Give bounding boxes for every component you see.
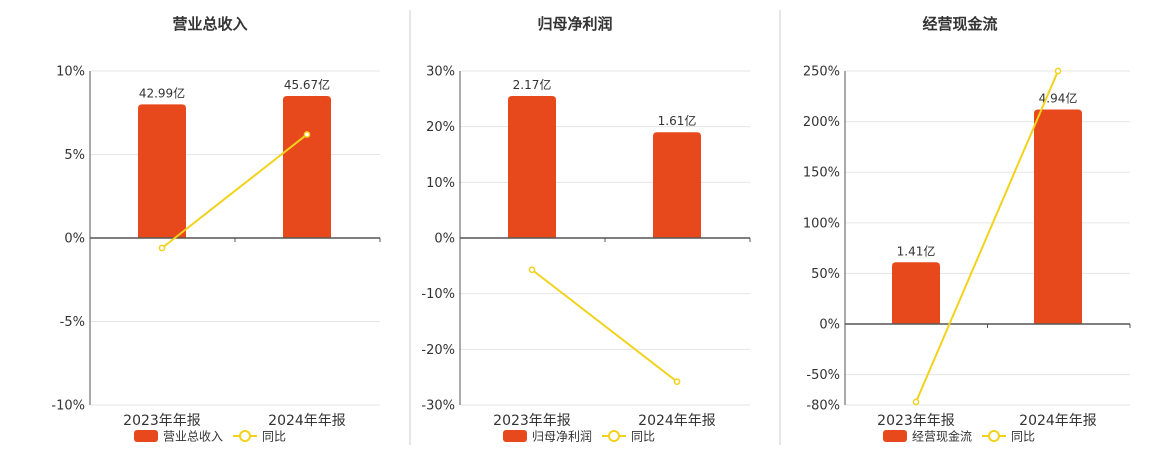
x-category-label: 2023年年报 [493, 413, 571, 429]
x-category-label: 2024年年报 [638, 413, 716, 429]
bar-data-label: 1.41亿 [897, 243, 936, 258]
yoy-point [158, 244, 166, 252]
y-tick-label: 0% [64, 232, 85, 247]
x-category-label: 2023年年报 [123, 413, 201, 429]
y-tick-label: 200% [803, 115, 840, 130]
x-category-label: 2024年年报 [268, 413, 346, 429]
bar [1034, 109, 1082, 325]
y-tick-label: 0% [434, 232, 455, 247]
bar-data-label: 1.61亿 [658, 113, 697, 128]
y-tick-label: 30% [426, 65, 455, 80]
legend-line-label: 同比 [631, 430, 655, 444]
legend-line-label: 同比 [262, 430, 286, 444]
y-tick-label: -5% [60, 315, 85, 330]
bar-data-label: 45.67亿 [284, 77, 330, 92]
chart-title: 营业总收入 [172, 15, 247, 33]
bar [653, 132, 701, 238]
y-tick-label: 5% [64, 148, 85, 163]
yoy-point [303, 131, 311, 138]
y-tick-label: 10% [56, 65, 85, 80]
legend-line-marker [988, 430, 1000, 442]
yoy-point [1054, 67, 1062, 75]
y-tick-label: -20% [421, 343, 455, 358]
yoy-point [912, 398, 920, 406]
x-category-label: 2024年年报 [1019, 413, 1097, 429]
y-tick-label: -80% [806, 399, 840, 414]
y-tick-label: 250% [803, 65, 840, 80]
bar-data-label: 2.17亿 [513, 77, 552, 92]
yoy-point [528, 266, 536, 274]
y-tick-label: 50% [811, 267, 840, 282]
yoy-line [915, 70, 1059, 403]
y-tick-label: -10% [51, 399, 85, 414]
legend-bar-label: 经营现金流 [912, 429, 972, 444]
y-tick-label: -10% [421, 287, 455, 302]
legend-bar-swatch [883, 430, 907, 442]
legend-bar-swatch [134, 430, 158, 442]
y-tick-label: 100% [803, 216, 840, 231]
bar [138, 104, 186, 239]
legend-bar-label: 营业总收入 [163, 430, 223, 444]
y-tick-label: -50% [806, 368, 840, 383]
x-category-label: 2023年年报 [877, 413, 955, 429]
chart-title: 经营现金流 [922, 15, 997, 33]
legend-line-label: 同比 [1011, 430, 1035, 444]
y-tick-label: 150% [803, 166, 840, 181]
bar [508, 96, 556, 238]
bar [283, 96, 331, 238]
y-tick-label: -30% [421, 399, 455, 414]
y-tick-label: 20% [426, 120, 455, 135]
yoy-line [161, 133, 308, 249]
legend-bar-swatch [503, 430, 527, 442]
legend-line-marker [239, 430, 251, 442]
y-tick-label: 10% [426, 176, 455, 191]
yoy-line [531, 268, 678, 383]
bar-data-label: 42.99亿 [139, 85, 185, 100]
y-tick-label: 0% [819, 318, 840, 333]
legend-line-marker [608, 430, 620, 442]
yoy-point [673, 378, 681, 385]
legend-bar-label: 归母净利润 [532, 430, 592, 444]
chart-title: 归母净利润 [537, 15, 612, 33]
bar [892, 262, 940, 325]
